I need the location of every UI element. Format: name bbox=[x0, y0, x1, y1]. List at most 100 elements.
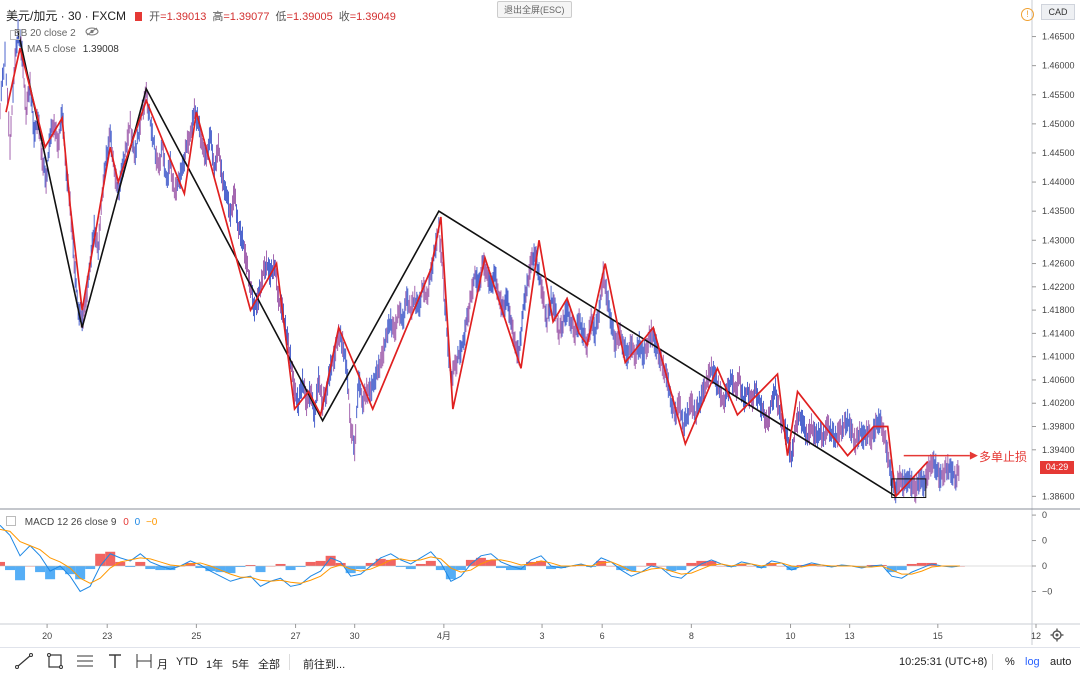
macd-histogram-bar bbox=[616, 566, 627, 571]
time-tick-label: 30 bbox=[350, 631, 360, 641]
log-toggle[interactable]: log bbox=[1025, 656, 1040, 668]
goto-button[interactable]: 前往到... bbox=[303, 659, 346, 671]
macd-histogram-bar bbox=[375, 558, 386, 566]
chart-canvas[interactable]: 1.46500 1.46000 1.45500 1.45000 1.44500 1.440… bbox=[0, 0, 1080, 647]
macd-histogram-bar bbox=[355, 566, 366, 570]
currency-badge[interactable]: CAD bbox=[1041, 4, 1075, 20]
ohlc-key-0: 开 bbox=[149, 11, 161, 23]
macd-tick-label: 0 bbox=[1042, 561, 1047, 571]
macd-histogram-bar bbox=[425, 560, 436, 566]
macd-histogram-bar bbox=[0, 561, 5, 566]
macd-histogram-bar bbox=[15, 566, 26, 581]
macd-collapse-icon[interactable] bbox=[6, 516, 16, 526]
ohlc-value-2: =1.39005 bbox=[286, 11, 333, 23]
macd-histogram-bar bbox=[115, 561, 126, 566]
ma-value: 1.39008 bbox=[82, 44, 119, 55]
ohlc-value-0: =1.39013 bbox=[160, 11, 207, 23]
macd-histogram-bar bbox=[946, 566, 957, 568]
ohlc-key-2: 低 bbox=[275, 11, 287, 23]
price-tick-label: 1.41400 bbox=[1042, 328, 1075, 338]
macd-histogram-bar bbox=[686, 562, 697, 566]
macd-histogram-bar bbox=[225, 566, 236, 574]
macd-signal-line bbox=[0, 528, 960, 584]
fib-tool-icon[interactable] bbox=[75, 651, 95, 671]
macd-histogram-bar bbox=[485, 559, 496, 566]
ohlc-item-0: 开=1.39013 bbox=[149, 11, 206, 23]
bb-label: BB 20 close 2 bbox=[14, 28, 76, 39]
ohlc-item-1: 高=1.39077 bbox=[212, 11, 269, 23]
red-zigzag-line[interactable] bbox=[5, 47, 929, 499]
stop-loss-box[interactable] bbox=[891, 478, 927, 499]
macd-histogram-bar bbox=[465, 559, 476, 566]
macd-histogram-bar bbox=[916, 562, 927, 566]
line-tool-icon[interactable] bbox=[14, 651, 34, 671]
time-tick-label: 25 bbox=[191, 631, 201, 641]
ohlc-item-3: 收=1.39049 bbox=[339, 11, 396, 23]
ohlc-values: 开=1.39013 高=1.39077 低=1.39005 收=1.39049 bbox=[149, 11, 402, 23]
macd-histogram-bar bbox=[145, 566, 156, 570]
macd-histogram-bar bbox=[165, 566, 176, 571]
stop-loss-annotation[interactable]: 多单止损 bbox=[979, 449, 1028, 464]
settings-gear-icon[interactable] bbox=[1050, 628, 1064, 647]
ohlc-key-1: 高 bbox=[212, 11, 224, 23]
price-tick-label: 1.45000 bbox=[1042, 119, 1075, 129]
price-tick-label: 1.38600 bbox=[1042, 491, 1075, 501]
ohlc-item-2: 低=1.39005 bbox=[276, 11, 333, 23]
text-tool-icon[interactable] bbox=[105, 651, 125, 671]
price-tick-label: 1.43500 bbox=[1042, 206, 1075, 216]
macd-histogram-bar bbox=[556, 566, 567, 569]
percent-toggle[interactable]: % bbox=[1005, 656, 1015, 668]
macd-histogram-bar bbox=[325, 555, 336, 566]
macd-histogram-bar bbox=[35, 566, 46, 573]
macd-histogram-bar bbox=[205, 566, 216, 572]
ma-legend[interactable]: MA 5 close 1.39008 bbox=[27, 44, 119, 55]
range-month[interactable]: 月 bbox=[157, 659, 168, 671]
macd-histogram-bar bbox=[445, 566, 456, 580]
macd-histogram-bar bbox=[706, 560, 717, 566]
price-tick-label: 1.46000 bbox=[1042, 61, 1075, 71]
macd-histogram-bar bbox=[866, 564, 877, 566]
auto-toggle[interactable]: auto bbox=[1050, 656, 1072, 668]
macd-label: MACD 12 26 close 9 bbox=[24, 517, 117, 528]
macd-histogram-bar bbox=[856, 566, 867, 568]
price-tick-label: 1.44500 bbox=[1042, 148, 1075, 158]
legend-header: 美元/加元 · 30 · FXCM 开=1.39013 高=1.39077 低=1.… bbox=[6, 7, 402, 24]
range-ytd[interactable]: YTD bbox=[176, 656, 198, 668]
macd-value-2: 0 bbox=[134, 517, 141, 528]
macd-histogram-bar bbox=[516, 566, 527, 571]
time-tick-label: 4月 bbox=[437, 631, 451, 641]
price-tick-label: 1.42200 bbox=[1042, 282, 1075, 292]
symbol-title[interactable]: 美元/加元 · 30 · FXCM bbox=[6, 9, 127, 23]
macd-histogram-bar bbox=[85, 566, 96, 570]
macd-histogram-bar bbox=[285, 566, 296, 571]
macd-histogram-bar bbox=[546, 566, 557, 570]
macd-histogram-bar bbox=[676, 566, 687, 571]
time-tick-label: 27 bbox=[291, 631, 301, 641]
toolbar-divider-2 bbox=[992, 654, 993, 670]
macd-histogram-bar bbox=[415, 563, 426, 566]
range-all[interactable]: 全部 bbox=[258, 659, 280, 671]
range-1y[interactable]: 1年 bbox=[206, 659, 224, 671]
collapse-toggle-icon[interactable] bbox=[10, 30, 20, 40]
black-zigzag-line[interactable] bbox=[17, 30, 897, 498]
macd-histogram-bar bbox=[405, 566, 416, 570]
ohlc-key-3: 收 bbox=[338, 11, 350, 23]
rectangle-tool-icon[interactable] bbox=[45, 651, 65, 671]
price-tick-label: 1.39800 bbox=[1042, 422, 1075, 432]
time-tick-label: 15 bbox=[933, 631, 943, 641]
price-tick-label: 1.41000 bbox=[1042, 352, 1075, 362]
macd-histogram-bar bbox=[105, 551, 116, 566]
warning-icon[interactable]: ! bbox=[1021, 8, 1034, 21]
macd-histogram-bar bbox=[455, 566, 466, 571]
macd-histogram-bar bbox=[536, 560, 547, 566]
exit-fullscreen-button[interactable]: 退出全屏(ESC) bbox=[497, 1, 572, 18]
macd-tick-label: 0 bbox=[1042, 510, 1047, 520]
macd-histogram-bar bbox=[365, 562, 376, 566]
price-tick-label: 1.44000 bbox=[1042, 177, 1075, 187]
measure-tool-icon[interactable] bbox=[134, 651, 154, 671]
macd-histogram-bar bbox=[315, 560, 326, 566]
macd-legend[interactable]: MACD 12 26 close 9 0 0 −0 bbox=[6, 516, 157, 528]
range-5y[interactable]: 5年 bbox=[232, 659, 250, 671]
eye-icon[interactable] bbox=[85, 27, 99, 39]
bb-legend[interactable]: BB 20 close 2 bbox=[14, 27, 99, 39]
